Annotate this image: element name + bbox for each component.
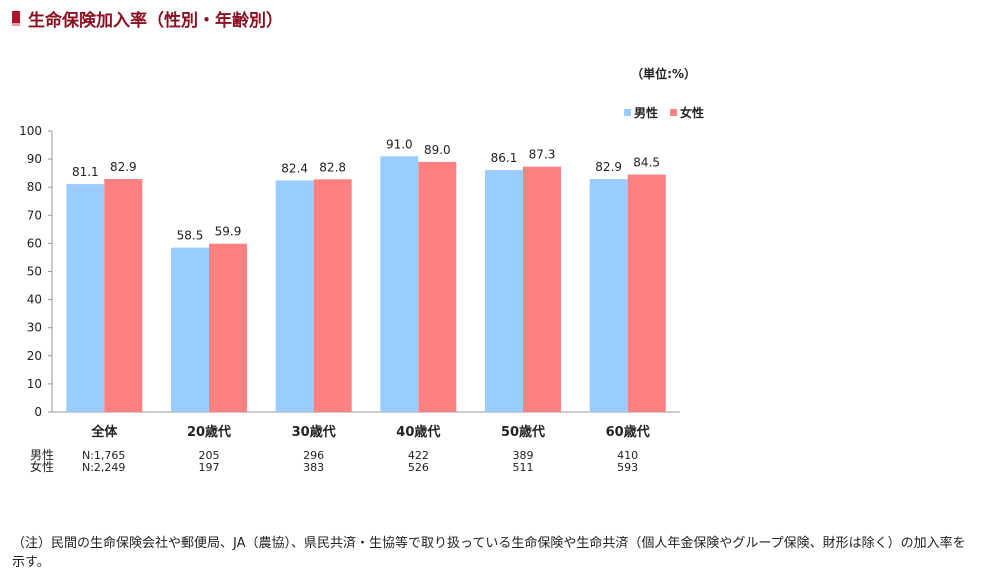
x-tick-label: 60歳代: [606, 424, 650, 440]
bar: [275, 180, 314, 412]
sample-size-value: 205: [199, 449, 220, 462]
bar: [627, 174, 666, 412]
y-tick-label: 20: [27, 349, 42, 363]
data-label: 87.3: [529, 148, 556, 162]
sample-size-value: 410: [617, 449, 638, 462]
x-tick-label: 30歳代: [292, 424, 336, 440]
sample-size-value: 422: [408, 449, 429, 462]
y-tick-label: 70: [27, 208, 42, 222]
x-tick-label: 20歳代: [187, 424, 231, 440]
y-tick-label: 50: [27, 265, 42, 279]
y-tick-label: 60: [27, 236, 42, 250]
sample-size-value: 593: [617, 461, 638, 474]
bar: [485, 170, 523, 412]
sample-size-value: 526: [408, 461, 429, 474]
data-label: 86.1: [491, 151, 518, 165]
page-title-text: 生命保険加入率（性別・年齢別）: [28, 11, 283, 31]
data-label: 81.1: [72, 165, 99, 179]
legend-label: 女性: [680, 105, 704, 120]
y-tick-label: 10: [27, 377, 42, 391]
unit-label: （単位:%）: [631, 66, 696, 81]
sample-size-value: 511: [513, 461, 534, 474]
sample-size-value: 197: [199, 461, 220, 474]
bar: [589, 179, 628, 412]
bar: [523, 166, 561, 412]
sample-row-label: 男性: [30, 448, 54, 462]
data-label: 89.0: [424, 143, 451, 157]
sample-size-value: 296: [303, 449, 324, 462]
data-label: 82.4: [281, 161, 308, 175]
data-label: 82.8: [319, 160, 346, 174]
y-tick-label: 90: [27, 152, 42, 166]
legend-label: 男性: [634, 105, 658, 120]
bar: [171, 247, 209, 412]
y-tick-label: 0: [34, 405, 42, 419]
y-tick-label: 100: [19, 124, 42, 138]
footnote: （注）民間の生命保険会社や郵便局、JA（農協）、県民共済・生協等で取り扱っている…: [12, 536, 966, 570]
data-label: 82.9: [595, 160, 622, 174]
legend-swatch: [624, 109, 631, 116]
data-label: 91.0: [386, 137, 413, 151]
legend-swatch: [670, 109, 677, 116]
data-label: 82.9: [110, 160, 137, 174]
y-tick-label: 30: [27, 321, 42, 335]
x-tick-label: 50歳代: [501, 424, 545, 440]
y-tick-label: 80: [27, 180, 42, 194]
data-label: 59.9: [215, 225, 242, 239]
bookmark-icon: [12, 11, 20, 26]
x-tick-label: 全体: [90, 424, 118, 440]
sample-size-value: 389: [513, 449, 534, 462]
bar: [66, 184, 105, 412]
bar: [380, 156, 419, 412]
bar: [418, 161, 457, 412]
x-tick-label: 40歳代: [396, 424, 440, 440]
data-label: 84.5: [633, 156, 660, 170]
sample-size-value: N:2,249: [82, 461, 125, 474]
sample-size-value: 383: [303, 461, 324, 474]
page-title: 生命保険加入率（性別・年齢別）: [12, 6, 283, 31]
sample-size-value: N:1,765: [82, 449, 125, 462]
data-label: 58.5: [177, 229, 204, 243]
bar: [313, 179, 352, 412]
bar: [104, 179, 143, 412]
sample-row-label: 女性: [30, 459, 54, 474]
bar: [209, 243, 247, 412]
y-tick-label: 40: [27, 293, 42, 307]
